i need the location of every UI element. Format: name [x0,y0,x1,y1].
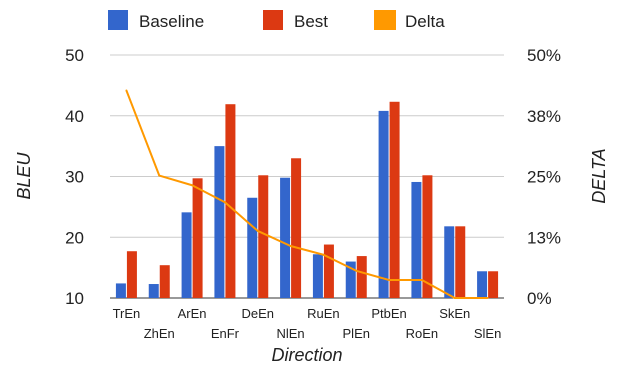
delta-point [158,174,161,177]
x-tick-label: SlEn [474,326,501,341]
best-bar [258,175,269,298]
baseline-bar [477,271,488,298]
best-bar [225,104,236,299]
best-bar [356,256,367,298]
right-tick-label: 50% [527,46,561,65]
x-tick-label: TrEn [113,306,141,321]
best-bar [126,251,137,298]
x-tick-label: DeEn [241,306,274,321]
baseline-bar [378,110,389,298]
best-bar [455,226,466,298]
legend-label-best: Best [294,12,328,31]
best-bar [422,175,433,298]
best-bar [192,178,203,298]
left-axis-ticks: 10 20 30 40 50 [65,46,84,308]
delta-line [125,90,488,299]
best-bar [389,101,400,298]
delta-point [223,201,226,204]
y-tick-label: 20 [65,228,84,247]
right-tick-label: 13% [527,228,561,247]
baseline-bar [214,146,225,298]
delta-point [125,89,128,92]
right-tick-label: 0% [527,289,552,308]
y-tick-label: 50 [65,46,84,65]
x-tick-label: RoEn [406,326,439,341]
baseline-bar [312,254,323,298]
baseline-bar [115,283,126,298]
delta-point [256,229,259,232]
legend-label-baseline: Baseline [139,12,204,31]
best-bar [291,158,302,298]
x-tick-label: SkEn [439,306,470,321]
baseline-bar [345,261,356,298]
baseline-bar [280,177,291,298]
baseline-bar [247,197,258,298]
delta-point [355,269,358,272]
baseline-bar [181,212,192,298]
best-bar [488,271,499,298]
x-tick-label: NlEn [276,326,304,341]
delta-point [322,253,325,256]
y-tick-label: 10 [65,289,84,308]
right-axis-title: DELTA [589,148,609,203]
delta-line-layer [125,89,489,299]
best-bar [323,244,334,298]
legend: Baseline Best Delta [108,10,445,31]
delta-point [453,297,456,299]
delta-point [191,184,194,187]
right-tick-label: 38% [527,107,561,126]
y-axis-title: BLEU [14,151,34,199]
right-tick-label: 25% [527,168,561,187]
x-tick-label: PtbEn [371,306,406,321]
y-tick-label: 40 [65,107,84,126]
gridlines [110,54,504,299]
delta-point [289,244,292,247]
y-tick-label: 30 [65,168,84,187]
delta-point [388,279,391,282]
delta-point [486,297,489,299]
legend-swatch-best [263,10,283,30]
legend-swatch-delta [374,10,396,30]
x-tick-label: ZhEn [144,326,175,341]
legend-swatch-baseline [108,10,128,30]
best-bar [159,265,170,298]
legend-label-delta: Delta [405,12,445,31]
x-tick-label: RuEn [307,306,340,321]
x-axis-title: Direction [271,345,342,365]
bars [115,101,499,299]
right-axis-ticks: 0% 13% 25% 38% 50% [527,46,561,308]
x-tick-label: EnFr [211,326,240,341]
baseline-bar [411,181,422,298]
baseline-bar [444,226,455,298]
x-tick-label: ArEn [178,306,207,321]
baseline-bar [148,284,159,298]
x-tick-label: PlEn [343,326,370,341]
delta-point [420,279,423,282]
